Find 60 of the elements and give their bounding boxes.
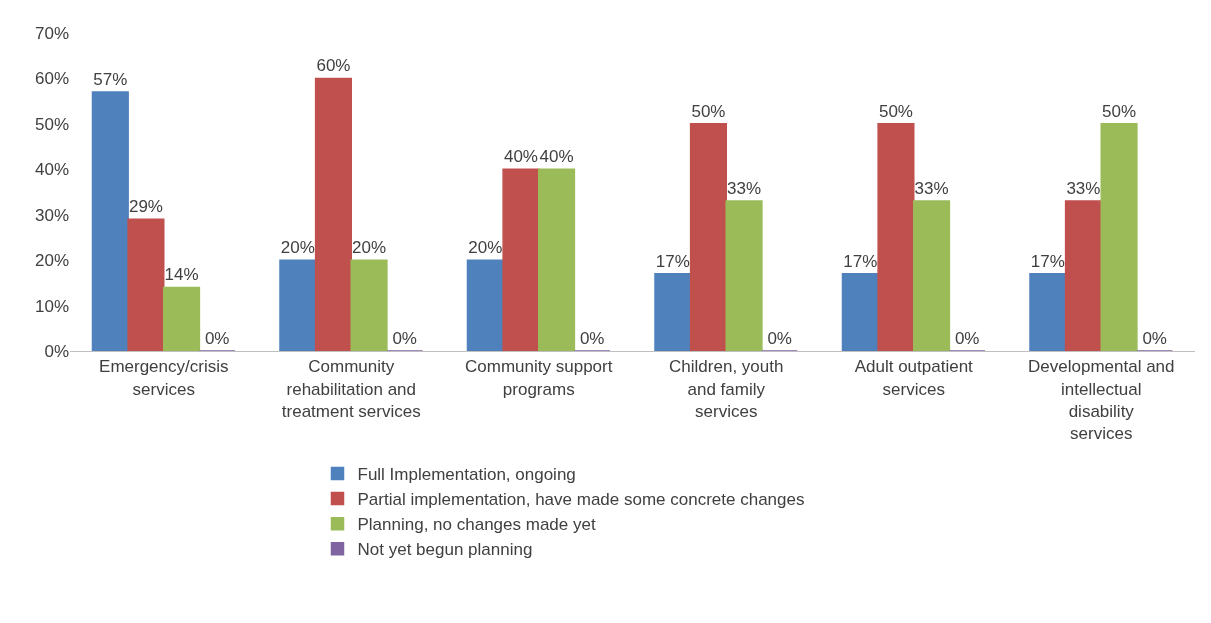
bar (314, 77, 352, 351)
bar (725, 200, 763, 351)
data-label: 50% (1102, 101, 1137, 121)
data-label: 14% (164, 265, 199, 285)
bar (502, 168, 540, 351)
data-label: 40% (539, 147, 574, 167)
data-label: 0% (579, 329, 605, 348)
y-tick-label: 30% (34, 205, 69, 225)
x-tick-label: Adult outpatient services (854, 357, 974, 399)
bar (1064, 200, 1102, 351)
y-tick-label: 70% (34, 23, 69, 43)
x-tick-label: Developmental and intellectual disability services (1028, 357, 1175, 443)
data-label: 0% (767, 329, 792, 348)
data-label: 17% (655, 251, 690, 271)
data-label: 0% (1142, 329, 1167, 348)
bar (279, 259, 317, 351)
y-tick-label: 0% (44, 341, 69, 361)
bar (913, 200, 951, 351)
y-tick-label: 60% (34, 69, 69, 89)
bar (350, 259, 388, 351)
bar (877, 123, 915, 351)
x-tick-label: Community support programs (465, 357, 613, 399)
x-tick-label: Children, youth and family services (669, 357, 784, 421)
legend-label: Planning, no changes made yet (357, 515, 596, 535)
bar (91, 91, 129, 351)
bar (654, 273, 692, 351)
legend-label: Partial implementation, have made some concrete changes (357, 490, 805, 510)
data-label: 20% (280, 238, 315, 258)
data-label: 33% (727, 179, 762, 199)
data-label: 50% (878, 101, 913, 121)
data-label: 50% (691, 101, 726, 121)
data-label: 33% (914, 179, 949, 199)
data-label: 0% (392, 329, 417, 348)
x-tick-label: Emergency/crisis services (99, 357, 229, 399)
bar (538, 168, 576, 351)
bar (163, 286, 201, 351)
data-label: 57% (93, 70, 128, 90)
bar (1100, 123, 1138, 351)
data-label: 17% (843, 251, 878, 271)
legend-label: Not yet begun planning (357, 540, 533, 560)
data-label: 40% (503, 147, 538, 167)
bar (127, 218, 165, 351)
data-label: 60% (316, 56, 351, 76)
data-label: 20% (352, 238, 387, 258)
y-tick-label: 50% (34, 114, 69, 134)
data-label: 0% (204, 329, 230, 348)
data-label: 0% (954, 329, 980, 348)
x-tick-label: Community rehabilitation and treatment services (281, 357, 421, 421)
data-label: 29% (128, 197, 163, 217)
legend-label: Full Implementation, ongoing (357, 465, 576, 485)
y-tick-label: 20% (34, 251, 69, 271)
bar (466, 259, 504, 351)
data-label: 20% (468, 238, 503, 258)
bar (1029, 273, 1067, 351)
y-tick-label: 10% (34, 296, 69, 316)
bar (689, 123, 727, 351)
data-label: 17% (1030, 251, 1065, 271)
y-tick-label: 40% (34, 160, 69, 180)
bar (841, 273, 879, 351)
data-label: 33% (1066, 179, 1101, 199)
